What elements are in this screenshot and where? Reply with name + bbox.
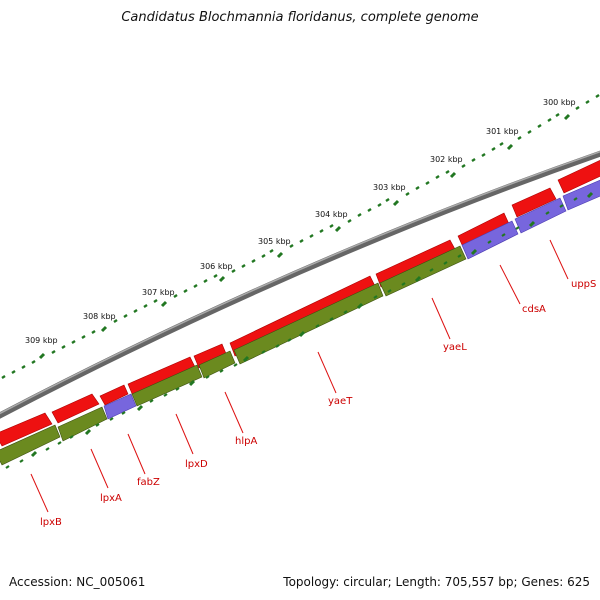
cds-feature <box>57 406 108 442</box>
gene-label-fabZ: fabZ <box>137 477 160 488</box>
gene-label-yaeT: yaeT <box>328 396 353 407</box>
cds-feature <box>233 282 384 365</box>
scale-tick-ring <box>1 94 600 379</box>
cds-feature <box>0 424 61 466</box>
genome-summary: Topology: circular; Length: 705,557 bp; … <box>283 575 590 589</box>
gene-label-lpxD: lpxD <box>185 459 208 470</box>
genome-backbone <box>0 150 600 419</box>
scale-label: 302 kbp <box>430 155 463 164</box>
scale-label: 304 kbp <box>315 210 348 219</box>
gene-label-yaeL: yaeL <box>443 342 467 353</box>
accession-label: Accession: NC_005061 <box>9 575 146 589</box>
cds-feature <box>379 245 467 297</box>
cds-feature <box>198 350 236 379</box>
scale-label: 307 kbp <box>142 288 175 297</box>
cds-features <box>0 179 600 466</box>
scale-label: 305 kbp <box>258 237 291 246</box>
gene-feature <box>511 187 557 218</box>
gene-feature <box>99 384 129 406</box>
scale-label: 301 kbp <box>486 127 519 136</box>
gene-label-cdsA: cdsA <box>522 304 546 315</box>
gene-labels: uppS cdsA yaeL yaeT hlpA lpxD fabZ lpxA … <box>40 279 596 528</box>
gene-label-leaders <box>30 239 569 513</box>
cds-feature <box>103 393 137 420</box>
forward-features <box>0 160 600 447</box>
cds-feature <box>461 220 519 260</box>
gene-feature <box>0 412 53 447</box>
gene-label-lpxB: lpxB <box>40 517 62 528</box>
cds-feature <box>562 179 600 211</box>
scale-label: 306 kbp <box>200 262 233 271</box>
scale-label: 303 kbp <box>373 183 406 192</box>
scale-label: 309 kbp <box>25 336 58 345</box>
cds-feature <box>514 197 567 234</box>
scale-label: 308 kbp <box>83 312 116 321</box>
scale-labels: 300 kbp 301 kbp 302 kbp 303 kbp 304 kbp … <box>25 98 576 345</box>
gene-label-uppS: uppS <box>571 279 596 290</box>
gene-feature <box>557 160 600 194</box>
gene-label-hlpA: hlpA <box>235 436 257 447</box>
cds-feature <box>131 364 203 407</box>
map-title: Candidatus Blochmannia floridanus, compl… <box>121 10 479 25</box>
gene-feature <box>51 393 100 424</box>
inner-tick-ring <box>5 191 594 469</box>
gene-label-lpxA: lpxA <box>100 493 122 504</box>
scale-label: 300 kbp <box>543 98 576 107</box>
